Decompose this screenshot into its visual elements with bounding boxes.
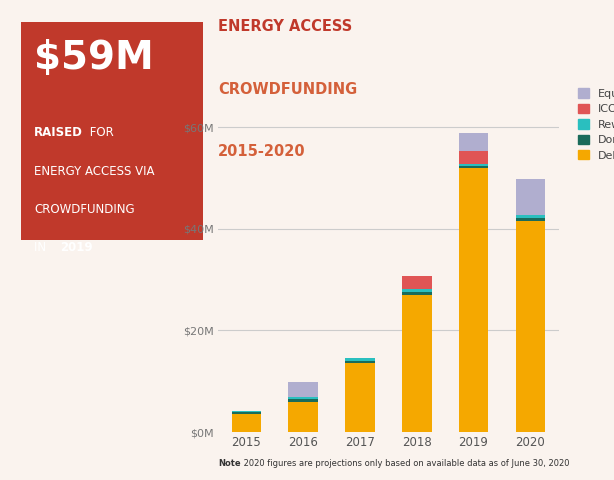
Bar bbox=[231, 414, 261, 432]
Bar bbox=[459, 168, 488, 432]
Bar bbox=[459, 164, 488, 166]
Text: 2020 figures are projections only based on available data as of June 30, 2020: 2020 figures are projections only based … bbox=[241, 459, 570, 468]
Bar bbox=[231, 412, 261, 414]
Text: RAISED: RAISED bbox=[34, 126, 83, 139]
Text: ENERGY ACCESS VIA: ENERGY ACCESS VIA bbox=[34, 165, 155, 178]
Bar bbox=[516, 215, 545, 218]
Bar bbox=[402, 292, 432, 295]
Bar bbox=[516, 218, 545, 221]
Bar bbox=[459, 151, 488, 164]
Text: 2019: 2019 bbox=[60, 241, 93, 254]
Bar bbox=[345, 358, 375, 361]
Bar bbox=[402, 276, 432, 288]
Bar bbox=[345, 363, 375, 432]
Text: CROWDFUNDING: CROWDFUNDING bbox=[34, 203, 135, 216]
Text: 2015-2020: 2015-2020 bbox=[218, 144, 306, 159]
Bar bbox=[345, 361, 375, 363]
Bar bbox=[459, 133, 488, 151]
Bar bbox=[289, 401, 318, 432]
Bar bbox=[402, 288, 432, 292]
Bar bbox=[289, 397, 318, 399]
Bar bbox=[516, 180, 545, 215]
Legend: Equity, ICO, Reward, Donation, Debt: Equity, ICO, Reward, Donation, Debt bbox=[578, 88, 614, 161]
Bar bbox=[516, 221, 545, 432]
Text: IN: IN bbox=[34, 241, 50, 254]
Bar bbox=[459, 166, 488, 168]
Bar bbox=[231, 411, 261, 412]
Text: ENERGY ACCESS: ENERGY ACCESS bbox=[218, 19, 352, 34]
Bar bbox=[402, 295, 432, 432]
Text: $59M: $59M bbox=[34, 39, 154, 77]
Text: Note: Note bbox=[218, 459, 241, 468]
Bar bbox=[289, 382, 318, 397]
Text: CROWDFUNDING: CROWDFUNDING bbox=[218, 82, 357, 96]
Bar bbox=[289, 399, 318, 401]
Text: FOR: FOR bbox=[87, 126, 114, 139]
